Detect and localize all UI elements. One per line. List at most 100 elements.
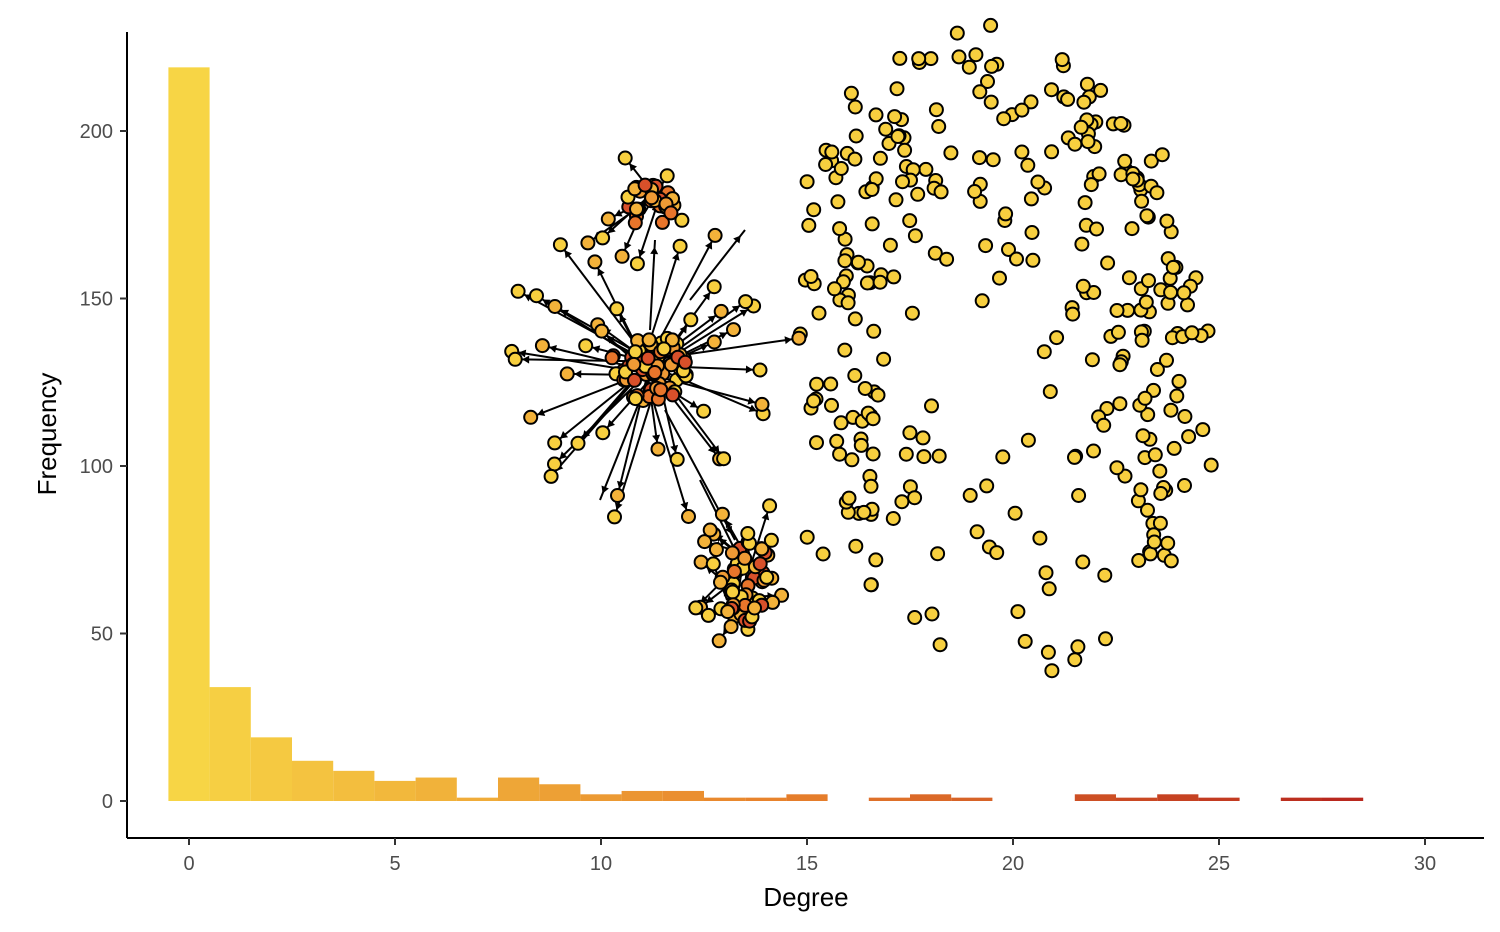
bar-degree-5 <box>374 780 416 801</box>
network-node <box>978 238 994 254</box>
network-edge-arrow <box>706 595 714 603</box>
network-node <box>738 294 754 310</box>
network-edge-arrow <box>705 241 713 250</box>
network-node <box>1140 407 1156 423</box>
network-node <box>1166 440 1182 456</box>
network-node <box>754 541 770 557</box>
network-edge-arrow <box>518 349 527 358</box>
network-node <box>681 509 696 524</box>
network-node <box>859 275 875 291</box>
network-node <box>1134 193 1150 209</box>
network-node <box>594 323 610 339</box>
network-node <box>916 449 932 465</box>
network-node <box>844 452 860 468</box>
network-node <box>762 498 778 514</box>
network-node <box>889 81 905 97</box>
network-node <box>1140 502 1155 518</box>
network-node <box>1097 567 1113 583</box>
network-node <box>995 449 1011 465</box>
network-node <box>610 488 625 503</box>
network-node <box>1038 565 1054 581</box>
network-node <box>1177 478 1192 493</box>
bar-degree-3 <box>292 760 334 801</box>
network-node <box>706 279 722 295</box>
network-node <box>833 161 849 176</box>
network-node <box>720 604 736 620</box>
network-node <box>856 504 872 520</box>
network-node <box>864 182 880 197</box>
network-node <box>923 51 939 67</box>
network-node <box>897 142 913 158</box>
network-node <box>1110 324 1126 340</box>
network-node <box>1109 303 1125 318</box>
network-node <box>1163 284 1179 300</box>
network-node <box>647 365 663 380</box>
network-node <box>752 556 768 572</box>
network-node <box>1177 409 1193 424</box>
network-node <box>809 435 824 451</box>
network-node <box>697 534 713 550</box>
network-edge <box>649 239 656 331</box>
network-edge <box>599 399 641 501</box>
network-node <box>791 330 807 346</box>
network-edge-arrow <box>638 249 646 257</box>
network-node <box>853 437 869 453</box>
network-node <box>837 342 853 358</box>
bar-degree-0 <box>168 67 210 802</box>
network-node <box>985 152 1001 168</box>
network-node <box>711 633 727 649</box>
network-node <box>837 253 853 269</box>
network-edge-arrow <box>607 419 615 428</box>
bar-degree-7 <box>456 797 498 801</box>
network-node <box>650 441 666 457</box>
network-node <box>677 354 693 370</box>
network-edge-arrow <box>672 252 680 261</box>
network-node <box>724 545 740 561</box>
network-node <box>915 430 931 446</box>
network-edge <box>649 373 763 406</box>
network-node <box>507 351 523 367</box>
network-node <box>747 600 762 616</box>
network-edge-arrow <box>689 400 698 408</box>
network-node <box>902 425 918 441</box>
network-node <box>832 221 848 237</box>
network-node <box>847 368 863 383</box>
network-node <box>968 47 984 63</box>
bar-degree-12 <box>662 790 704 801</box>
network-node <box>827 281 842 297</box>
network-node <box>726 322 741 338</box>
network-node <box>803 269 819 284</box>
network-edge-arrow <box>559 451 568 460</box>
bar-degree-23 <box>1116 797 1158 801</box>
network-edge-arrow <box>597 268 605 277</box>
bar-degree-22 <box>1074 794 1116 801</box>
network-node <box>818 157 834 172</box>
network-node <box>1036 344 1052 360</box>
network-node <box>939 251 955 267</box>
x-tick-label: 15 <box>796 853 818 875</box>
y-tick-label: 0 <box>102 791 113 813</box>
network-node <box>1014 144 1030 160</box>
network-node <box>829 433 845 449</box>
network-node <box>895 174 910 190</box>
y-ticks: 0 50 100 150 200 <box>80 121 127 813</box>
network-node <box>1025 252 1041 268</box>
network-node <box>654 214 670 230</box>
network-node <box>1049 330 1065 346</box>
y-tick-label: 200 <box>80 121 113 143</box>
network-node <box>726 564 742 579</box>
network-node <box>1171 373 1187 389</box>
network-nodes <box>504 17 1219 679</box>
network-node <box>740 526 756 541</box>
network-node <box>595 230 611 246</box>
network-node <box>930 546 946 562</box>
network-node <box>1149 362 1165 377</box>
network-edge-arrow <box>680 501 689 510</box>
network-node <box>931 119 947 134</box>
network-edge-arrow <box>614 209 623 217</box>
network-node <box>1152 515 1168 531</box>
bar-degree-27 <box>1280 797 1322 801</box>
y-axis-title: Frequency <box>32 373 62 496</box>
network-node <box>1067 136 1083 152</box>
network-node <box>840 295 856 311</box>
